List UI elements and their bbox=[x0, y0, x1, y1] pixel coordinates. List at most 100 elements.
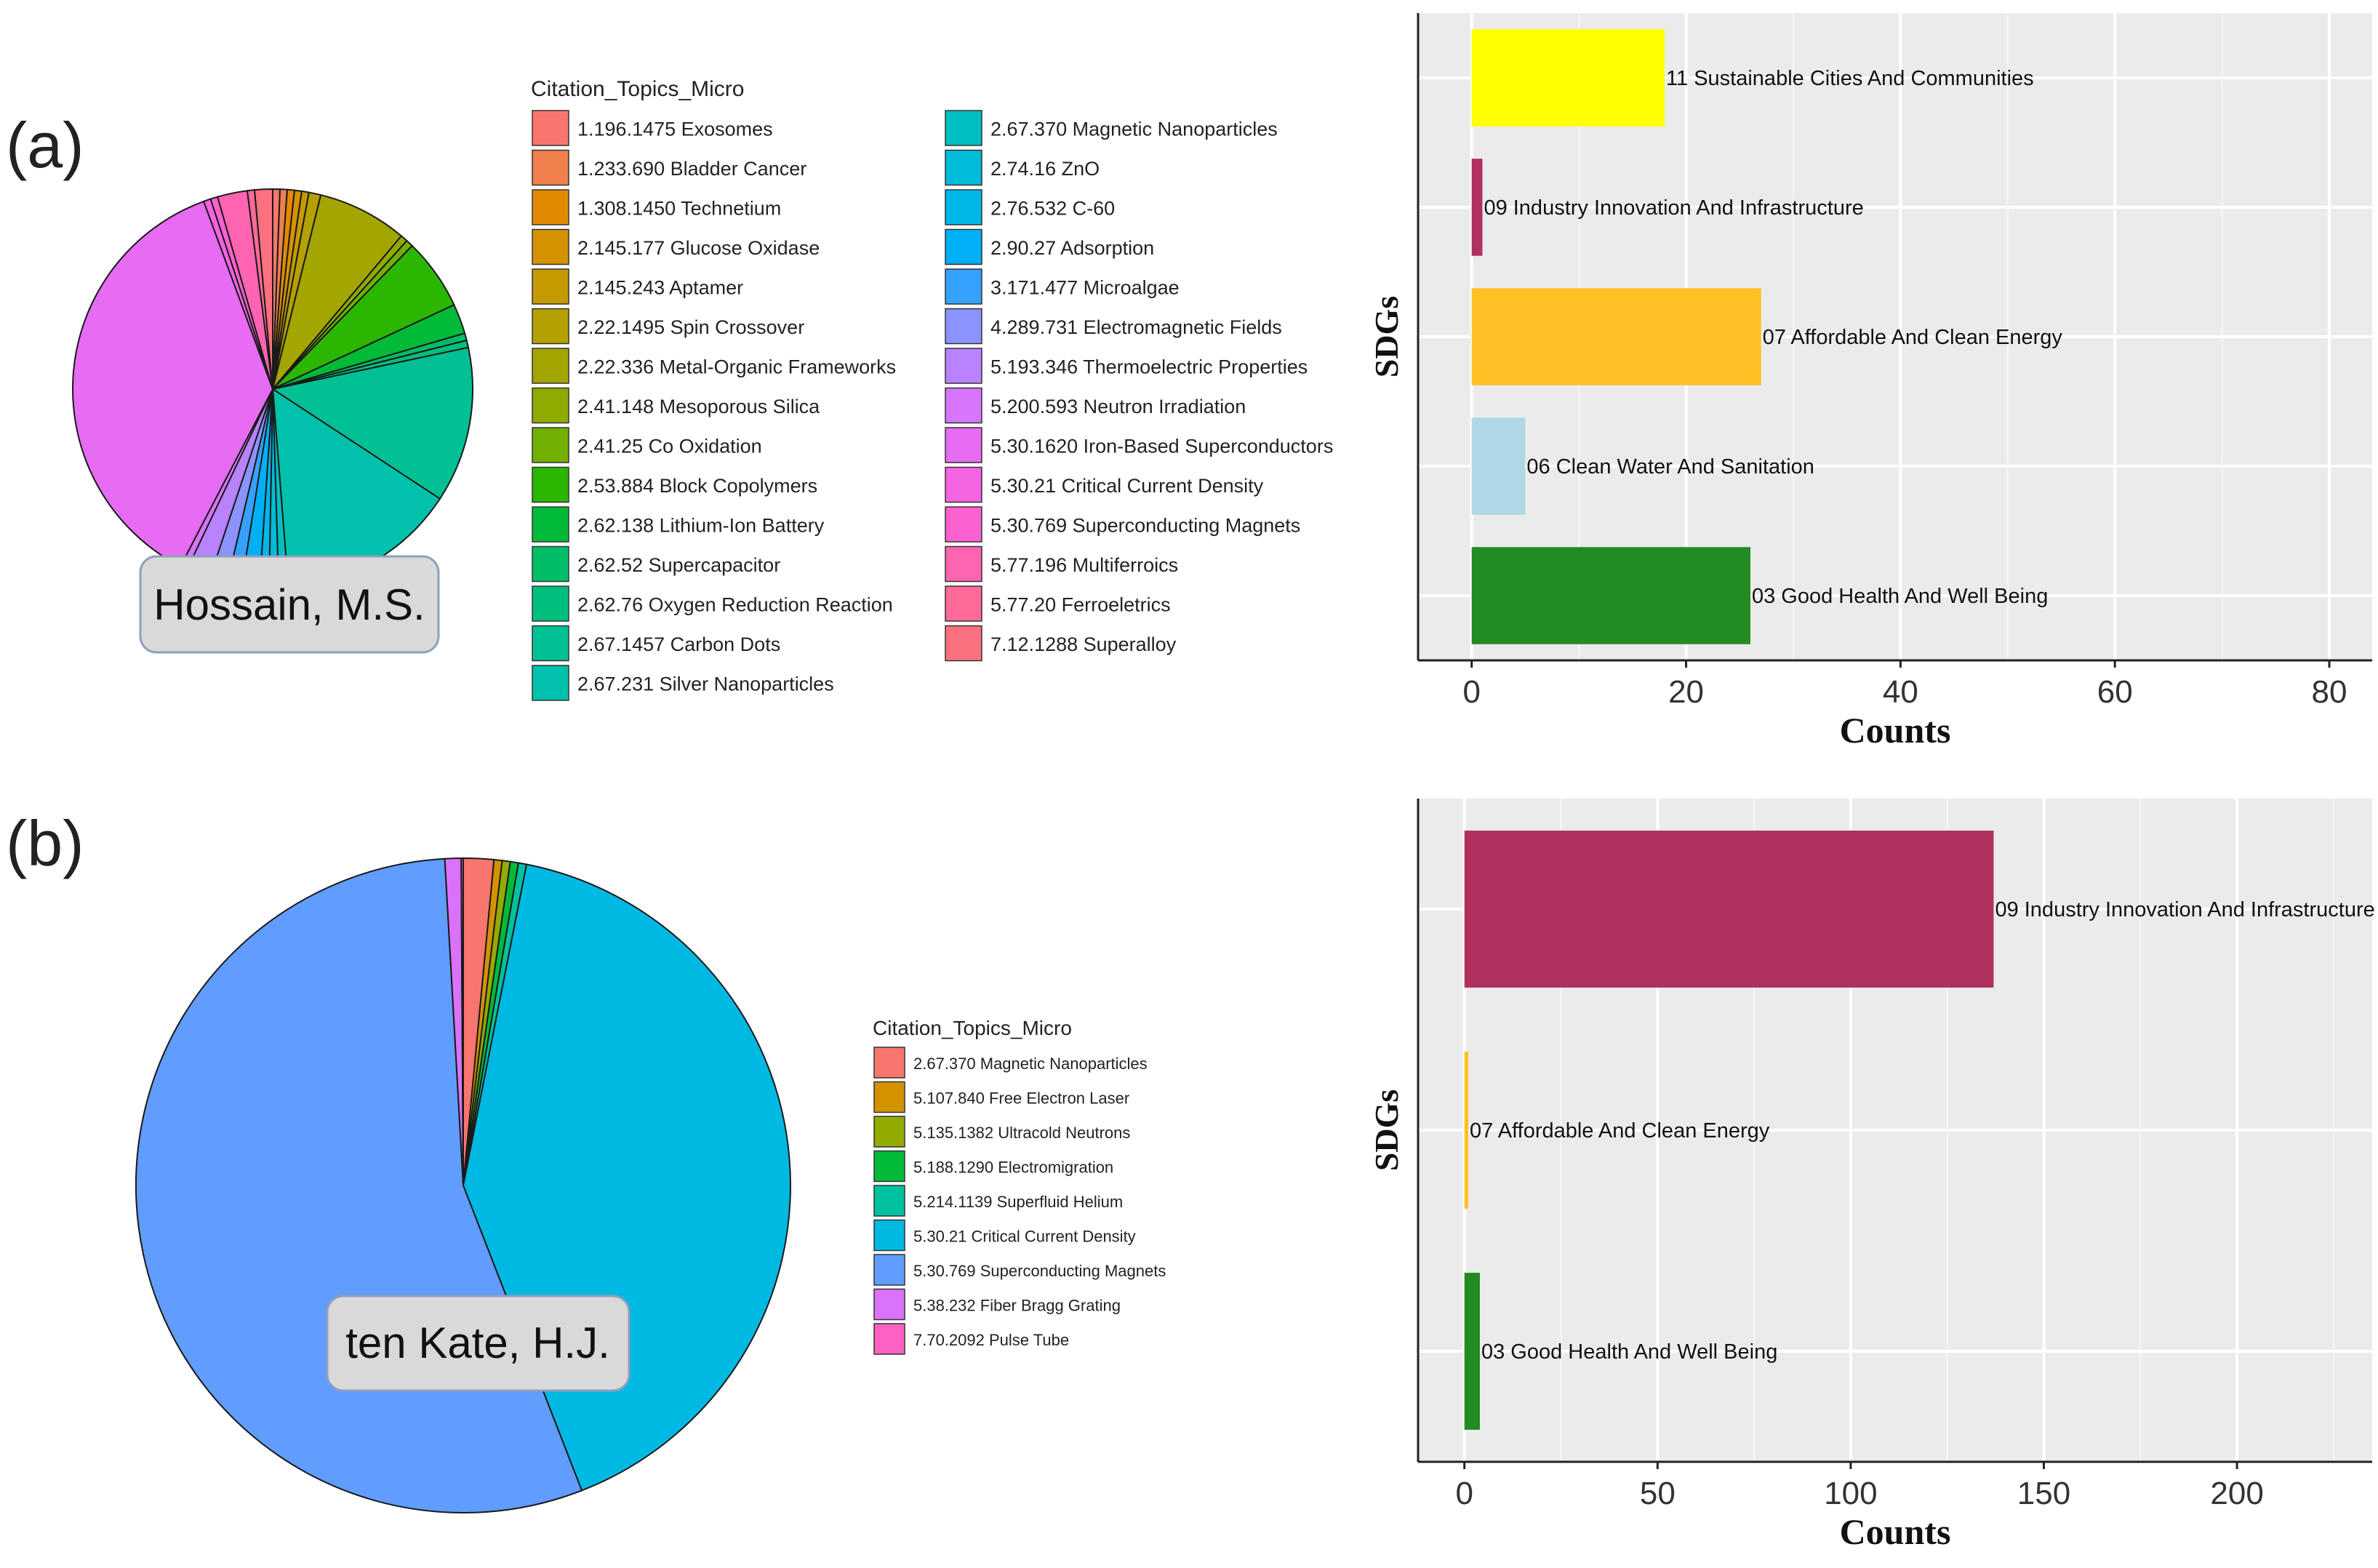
legend-swatch bbox=[945, 506, 982, 543]
legend-item: 2.145.243 Aptamer bbox=[532, 268, 743, 305]
legend-swatch bbox=[532, 466, 569, 503]
panel-label-b: (b) bbox=[6, 807, 84, 879]
legend-swatch bbox=[945, 308, 982, 345]
legend-label: 2.53.884 Block Copolymers bbox=[577, 475, 817, 497]
legend-item: 5.188.1290 Electromigration bbox=[873, 1150, 1113, 1183]
pie-slice bbox=[72, 200, 274, 568]
legend-item: 2.62.138 Lithium-Ion Battery bbox=[532, 506, 825, 543]
legend-label: 5.77.196 Multiferroics bbox=[990, 554, 1178, 576]
legend-item: 5.38.232 Fiber Bragg Grating bbox=[873, 1288, 1121, 1321]
legend-item: 1.308.1450 Technetium bbox=[532, 189, 781, 225]
legend-swatch bbox=[532, 268, 569, 305]
legend-swatch bbox=[532, 427, 569, 463]
author-box-b: ten Kate, H.J. bbox=[326, 1295, 630, 1392]
author-label-b: ten Kate, H.J. bbox=[345, 1319, 610, 1367]
x-tick-label: 60 bbox=[2097, 674, 2133, 710]
legend-swatch bbox=[945, 149, 982, 186]
legend-b: 2.67.370 Magnetic Nanoparticles 5.107.840… bbox=[873, 1047, 1166, 1355]
legend-swatch bbox=[532, 228, 569, 265]
legend-item: 5.107.840 Free Electron Laser bbox=[873, 1081, 1129, 1113]
legend-label: 2.67.1457 Carbon Dots bbox=[577, 633, 780, 655]
legend-label: 3.171.477 Microalgae bbox=[990, 277, 1180, 299]
x-tick-label: 200 bbox=[2210, 1476, 2263, 1511]
legend-label: 5.214.1139 Superfluid Helium bbox=[913, 1193, 1123, 1211]
x-axis-title: Counts bbox=[1840, 710, 1951, 751]
legend-label: 5.30.769 Superconducting Magnets bbox=[913, 1262, 1166, 1280]
legend-item: 2.74.16 ZnO bbox=[945, 149, 1100, 186]
bar bbox=[1471, 547, 1750, 644]
legend-title-a: Citation_Topics_Micro bbox=[531, 77, 744, 101]
legend-label: 2.41.25 Co Oxidation bbox=[577, 436, 762, 457]
legend-swatch bbox=[532, 545, 569, 583]
pie-slice bbox=[253, 188, 273, 390]
legend-swatch bbox=[945, 585, 982, 622]
legend-item: 5.77.20 Ferroeletrics bbox=[945, 585, 1171, 622]
legend-item: 5.77.196 Multiferroics bbox=[945, 545, 1178, 583]
legend-item: 5.200.593 Neutron Irradiation bbox=[945, 387, 1246, 424]
legend-swatch bbox=[532, 625, 569, 662]
bar bbox=[1471, 159, 1483, 256]
y-axis-title: SDGs bbox=[1368, 1089, 1405, 1171]
bar-label: 09 Industry Innovation And Infrastructur… bbox=[1484, 196, 1863, 220]
legend-item: 5.135.1382 Ultracold Neutrons bbox=[873, 1116, 1130, 1148]
bar-label: 07 Affordable And Clean Energy bbox=[1763, 326, 2063, 349]
legend-item: 2.67.231 Silver Nanoparticles bbox=[532, 665, 834, 701]
legend-label: 5.77.20 Ferroeletrics bbox=[990, 594, 1171, 616]
legend-label: 5.30.769 Superconducting Magnets bbox=[990, 515, 1300, 537]
legend-label: 2.90.27 Adsorption bbox=[990, 237, 1154, 259]
legend-label: 5.107.840 Free Electron Laser bbox=[913, 1089, 1129, 1108]
legend-item: 2.76.532 C-60 bbox=[945, 189, 1115, 225]
legend-label: 2.67.370 Magnetic Nanoparticles bbox=[990, 119, 1278, 140]
bar-label: 07 Affordable And Clean Energy bbox=[1470, 1119, 1770, 1143]
legend-label: 2.67.231 Silver Nanoparticles bbox=[577, 673, 834, 695]
legend-item: 2.67.370 Magnetic Nanoparticles bbox=[945, 110, 1278, 146]
legend-swatch bbox=[945, 387, 982, 424]
legend-swatch bbox=[873, 1081, 905, 1113]
legend-label: 2.62.52 Supercapacitor bbox=[577, 554, 780, 576]
panel-label-a: (a) bbox=[6, 109, 84, 181]
legend-swatch bbox=[532, 387, 569, 424]
legend-label: 1.308.1450 Technetium bbox=[577, 198, 781, 220]
legend-item: 5.30.21 Critical Current Density bbox=[873, 1219, 1136, 1252]
bar bbox=[1464, 1273, 1480, 1430]
bar-label: 11 Sustainable Cities And Communities bbox=[1666, 67, 2034, 90]
x-tick-label: 0 bbox=[1455, 1476, 1473, 1511]
legend-label: 1.196.1475 Exosomes bbox=[577, 119, 773, 140]
legend-item: 5.30.21 Critical Current Density bbox=[945, 466, 1264, 503]
legend-label: 2.76.532 C-60 bbox=[990, 198, 1115, 220]
legend-swatch bbox=[873, 1185, 905, 1217]
legend-title-b: Citation_Topics_Micro bbox=[873, 1017, 1072, 1039]
legend-item: 7.70.2092 Pulse Tube bbox=[873, 1323, 1069, 1355]
pie-slice bbox=[271, 346, 473, 500]
legend-swatch bbox=[945, 348, 982, 384]
legend-item: 2.67.370 Magnetic Nanoparticles bbox=[873, 1047, 1148, 1079]
legend-swatch bbox=[532, 585, 569, 622]
legend-swatch bbox=[873, 1116, 905, 1148]
legend-label: 2.22.336 Metal-Organic Frameworks bbox=[577, 356, 896, 378]
legend-item: 2.22.1495 Spin Crossover bbox=[532, 308, 804, 345]
legend-swatch bbox=[945, 268, 982, 305]
pie-slice bbox=[268, 388, 279, 578]
bar-label: 09 Industry Innovation And Infrastructur… bbox=[1995, 898, 2374, 921]
legend-swatch bbox=[532, 110, 569, 146]
legend-label: 7.12.1288 Superalloy bbox=[990, 633, 1177, 655]
legend-swatch bbox=[532, 506, 569, 543]
bar bbox=[1471, 288, 1761, 385]
legend-label: 2.67.370 Magnetic Nanoparticles bbox=[913, 1055, 1148, 1073]
bar-label: 03 Good Health And Well Being bbox=[1752, 585, 2048, 608]
legend-swatch bbox=[532, 348, 569, 384]
legend-item: 2.145.177 Glucose Oxidase bbox=[532, 228, 820, 265]
bar-label: 03 Good Health And Well Being bbox=[1481, 1340, 1777, 1364]
legend-item: 5.214.1139 Superfluid Helium bbox=[873, 1185, 1123, 1217]
legend-swatch bbox=[945, 466, 982, 503]
legend-label: 5.30.21 Critical Current Density bbox=[990, 475, 1264, 497]
bar bbox=[1471, 417, 1526, 515]
legend-item: 1.233.690 Bladder Cancer bbox=[532, 149, 806, 186]
pie-slice bbox=[272, 193, 403, 390]
legend-label: 2.62.76 Oxygen Reduction Reaction bbox=[577, 594, 893, 616]
legend-item: 2.22.336 Metal-Organic Frameworks bbox=[532, 348, 896, 384]
legend-swatch bbox=[873, 1323, 905, 1355]
x-tick-label: 40 bbox=[1883, 674, 1918, 710]
